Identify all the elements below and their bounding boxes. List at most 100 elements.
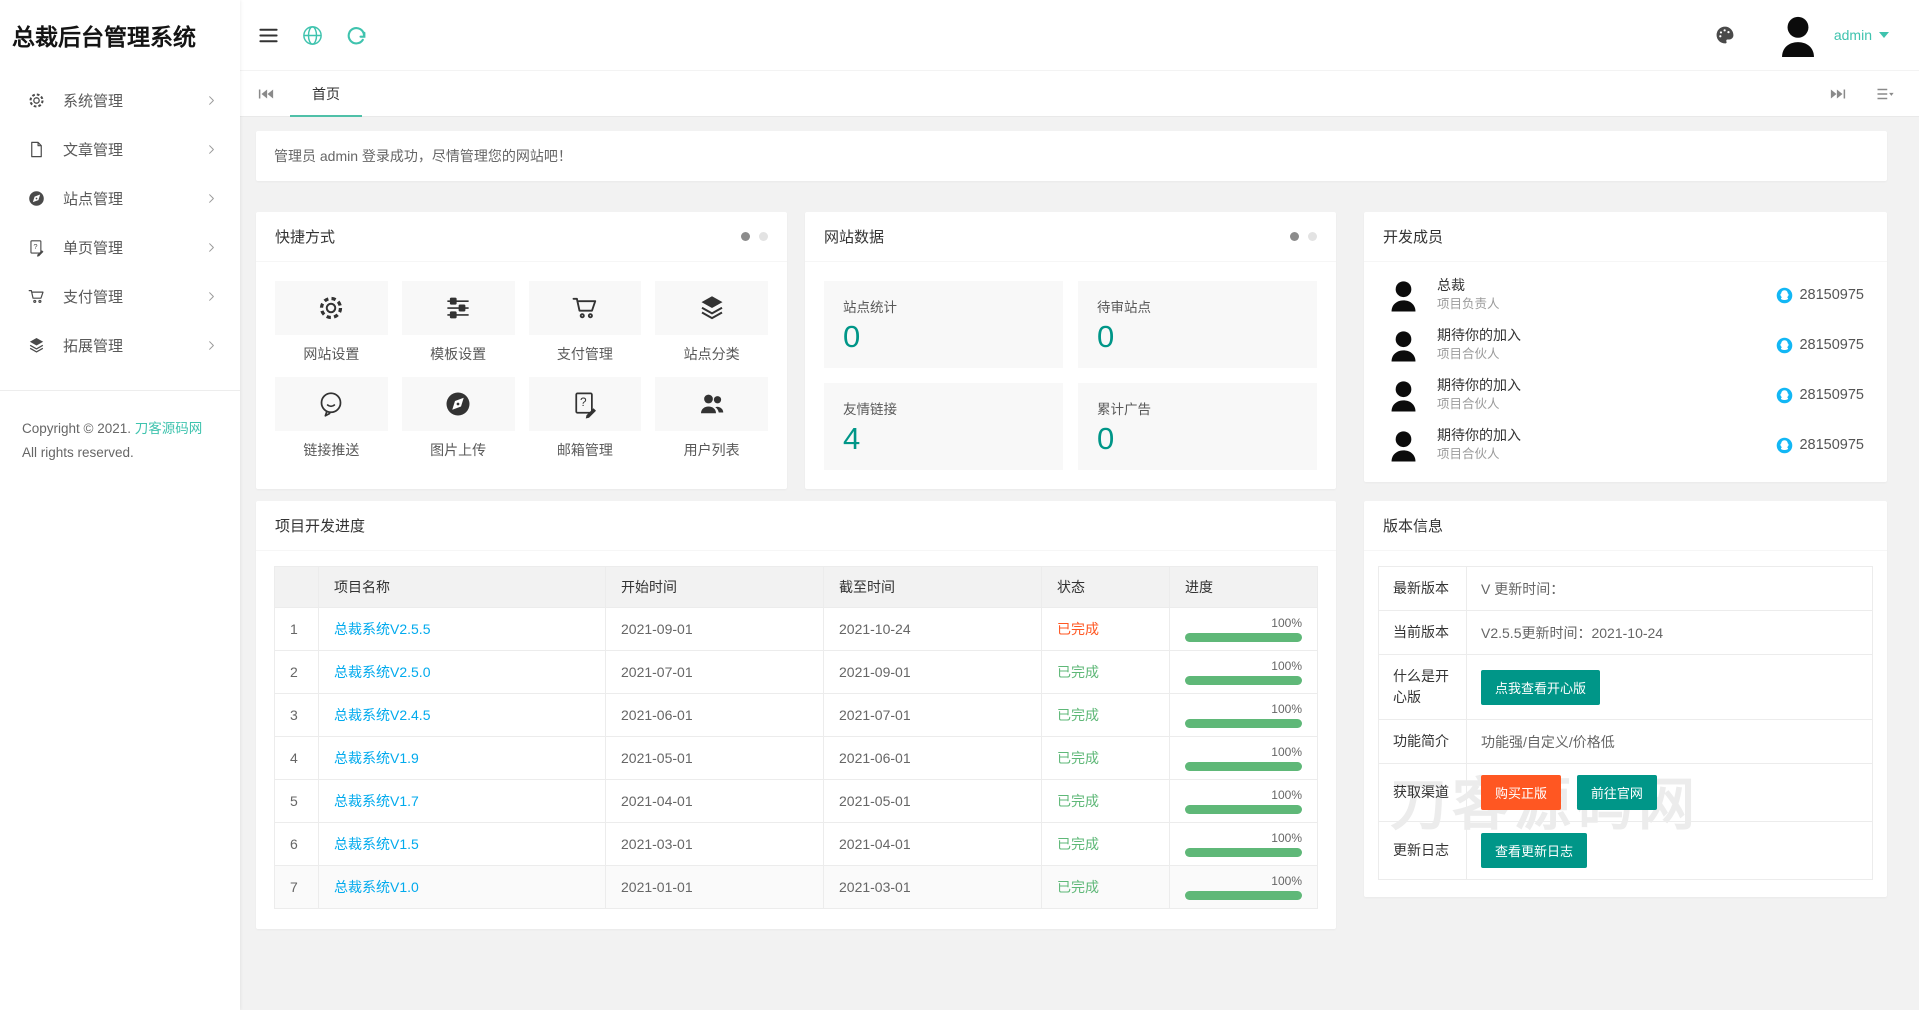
project-link[interactable]: 总裁系统V2.4.5 [334, 707, 431, 723]
progress-bar [1185, 762, 1302, 771]
status-badge: 已完成 [1057, 707, 1099, 723]
cart-icon [528, 281, 642, 335]
carousel-dot[interactable] [741, 232, 750, 241]
avatar [1387, 427, 1420, 463]
site-data-card: 网站数据 站点统计 0 [805, 212, 1336, 489]
hamburger-icon[interactable] [257, 24, 280, 47]
palette-icon[interactable] [1714, 24, 1736, 46]
tab-home[interactable]: 首页 [287, 70, 365, 117]
shortcut-site-category[interactable]: 站点分类 [655, 281, 768, 364]
project-progress-card: 项目开发进度 项目名称 开始时间 截至时间 [256, 501, 1336, 929]
member-name: 期待你的加入 [1437, 377, 1521, 394]
version-row-happy: 什么是开心版 点我查看开心版 [1378, 654, 1873, 720]
member-row: 期待你的加入 项目合伙人 28150975 [1387, 320, 1864, 370]
status-badge: 已完成 [1057, 793, 1099, 809]
view-happy-version-button[interactable]: 点我查看开心版 [1481, 669, 1601, 705]
sidebar-divider [0, 390, 240, 391]
project-link[interactable]: 总裁系统V1.9 [334, 750, 419, 766]
member-name: 总裁 [1437, 277, 1465, 294]
version-row-changelog: 更新日志 查看更新日志 [1378, 821, 1873, 880]
sidebar-item-site[interactable]: 站点管理 [0, 174, 240, 223]
status-badge: 已完成 [1057, 621, 1099, 637]
sidebar-item-system[interactable]: 系统管理 [0, 76, 240, 125]
tabbar-right [1829, 85, 1897, 103]
carousel-dot[interactable] [1308, 232, 1317, 241]
progress-label: 100% [1271, 874, 1302, 888]
copyright-link[interactable]: 刀客源码网 [134, 421, 203, 436]
project-progress-title: 项目开发进度 [275, 518, 366, 535]
member-qq[interactable]: 28150975 [1776, 437, 1864, 454]
sidebar-item-payment[interactable]: 支付管理 [0, 272, 240, 321]
version-info-title: 版本信息 [1383, 518, 1444, 535]
shortcut-link-push[interactable]: 链接推送 [275, 377, 388, 460]
member-name: 期待你的加入 [1437, 327, 1521, 344]
carousel-dot[interactable] [759, 232, 768, 241]
sidebar-item-page[interactable]: 单页管理 [0, 223, 240, 272]
shortcut-image-upload[interactable]: 图片上传 [401, 377, 515, 460]
shortcut-payment[interactable]: 支付管理 [528, 281, 642, 364]
tabs-scroll-left-icon[interactable] [257, 85, 275, 103]
user-area: admin [1714, 12, 1889, 58]
member-qq[interactable]: 28150975 [1776, 337, 1864, 354]
goto-official-site-button[interactable]: 前往官网 [1576, 775, 1657, 810]
table-row: 4 总裁系统V1.9 2021-05-01 2021-06-01 已完成 100… [274, 736, 1318, 780]
member-qq[interactable]: 28150975 [1776, 287, 1864, 304]
welcome-banner: 管理员 admin 登录成功，尽情管理您的网站吧！ [256, 131, 1887, 181]
shortcut-template-settings[interactable]: 模板设置 [401, 281, 515, 364]
table-row: 1 总裁系统V2.5.5 2021-09-01 2021-10-24 已完成 1… [274, 607, 1318, 651]
chevron-down-icon [1879, 32, 1889, 38]
shortcut-user-list[interactable]: 用户列表 [655, 377, 768, 460]
shortcut-mailbox[interactable]: 邮箱管理 [528, 377, 642, 460]
version-row-channel: 获取渠道 购买正版 前往官网 [1378, 763, 1873, 822]
file-icon [27, 140, 46, 159]
project-link[interactable]: 总裁系统V2.5.0 [334, 664, 431, 680]
qq-number: 28150975 [1799, 387, 1864, 403]
table-row: 2 总裁系统V2.5.0 2021-07-01 2021-09-01 已完成 1… [274, 650, 1318, 694]
carousel-dot[interactable] [1290, 232, 1299, 241]
tabs-scroll-right-icon[interactable] [1829, 85, 1847, 103]
table-row: 3 总裁系统V2.4.5 2021-06-01 2021-07-01 已完成 1… [274, 693, 1318, 737]
gear-icon [27, 91, 46, 110]
tabbar: 首页 [240, 70, 1919, 117]
avatar [1387, 377, 1420, 413]
left-column: 快捷方式 网站设置 [256, 212, 1336, 929]
col-header-start: 开始时间 [605, 566, 824, 608]
globe-icon[interactable] [301, 24, 324, 47]
version-row-latest: 最新版本 V 更新时间： [1378, 566, 1873, 611]
right-column: 开发成员 总裁 项目负责人 2815 [1364, 212, 1887, 897]
member-role: 项目负责人 [1437, 297, 1500, 312]
sidebar-item-label: 文章管理 [63, 142, 124, 159]
sidebar-item-extension[interactable]: 拓展管理 [0, 321, 240, 370]
member-name: 期待你的加入 [1437, 427, 1521, 444]
buy-genuine-button[interactable]: 购买正版 [1481, 775, 1562, 810]
gear-icon [275, 281, 388, 335]
avatar[interactable] [1776, 12, 1820, 58]
status-badge: 已完成 [1057, 879, 1099, 895]
project-link[interactable]: 总裁系统V1.5 [334, 836, 419, 852]
version-row-current: 当前版本 V2.5.5更新时间：2021-10-24 [1378, 610, 1873, 655]
refresh-icon[interactable] [345, 24, 368, 47]
content: 管理员 admin 登录成功，尽情管理您的网站吧！ 快捷方式 [240, 117, 1919, 1010]
project-link[interactable]: 总裁系统V1.7 [334, 793, 419, 809]
member-row: 总裁 项目负责人 28150975 [1387, 270, 1864, 320]
sidebar-item-article[interactable]: 文章管理 [0, 125, 240, 174]
member-qq[interactable]: 28150975 [1776, 387, 1864, 404]
progress-label: 100% [1271, 659, 1302, 673]
member-row: 期待你的加入 项目合伙人 28150975 [1387, 370, 1864, 420]
carousel-dots [1290, 232, 1317, 241]
shortcut-site-settings[interactable]: 网站设置 [275, 281, 388, 364]
status-badge: 已完成 [1057, 836, 1099, 852]
progress-label: 100% [1271, 745, 1302, 759]
tabs-menu-icon[interactable] [1873, 85, 1897, 103]
user-menu[interactable]: admin [1834, 27, 1889, 43]
tab-home-label: 首页 [312, 85, 340, 102]
copyright-line1: Copyright © 2021. [22, 421, 132, 436]
chevron-right-icon [205, 339, 218, 352]
project-link[interactable]: 总裁系统V1.0 [334, 879, 419, 895]
table-row: 6 总裁系统V1.5 2021-03-01 2021-04-01 已完成 100… [274, 822, 1318, 866]
view-changelog-button[interactable]: 查看更新日志 [1481, 833, 1588, 868]
progress-bar [1185, 676, 1302, 685]
project-link[interactable]: 总裁系统V2.5.5 [334, 621, 431, 637]
progress-label: 100% [1271, 702, 1302, 716]
